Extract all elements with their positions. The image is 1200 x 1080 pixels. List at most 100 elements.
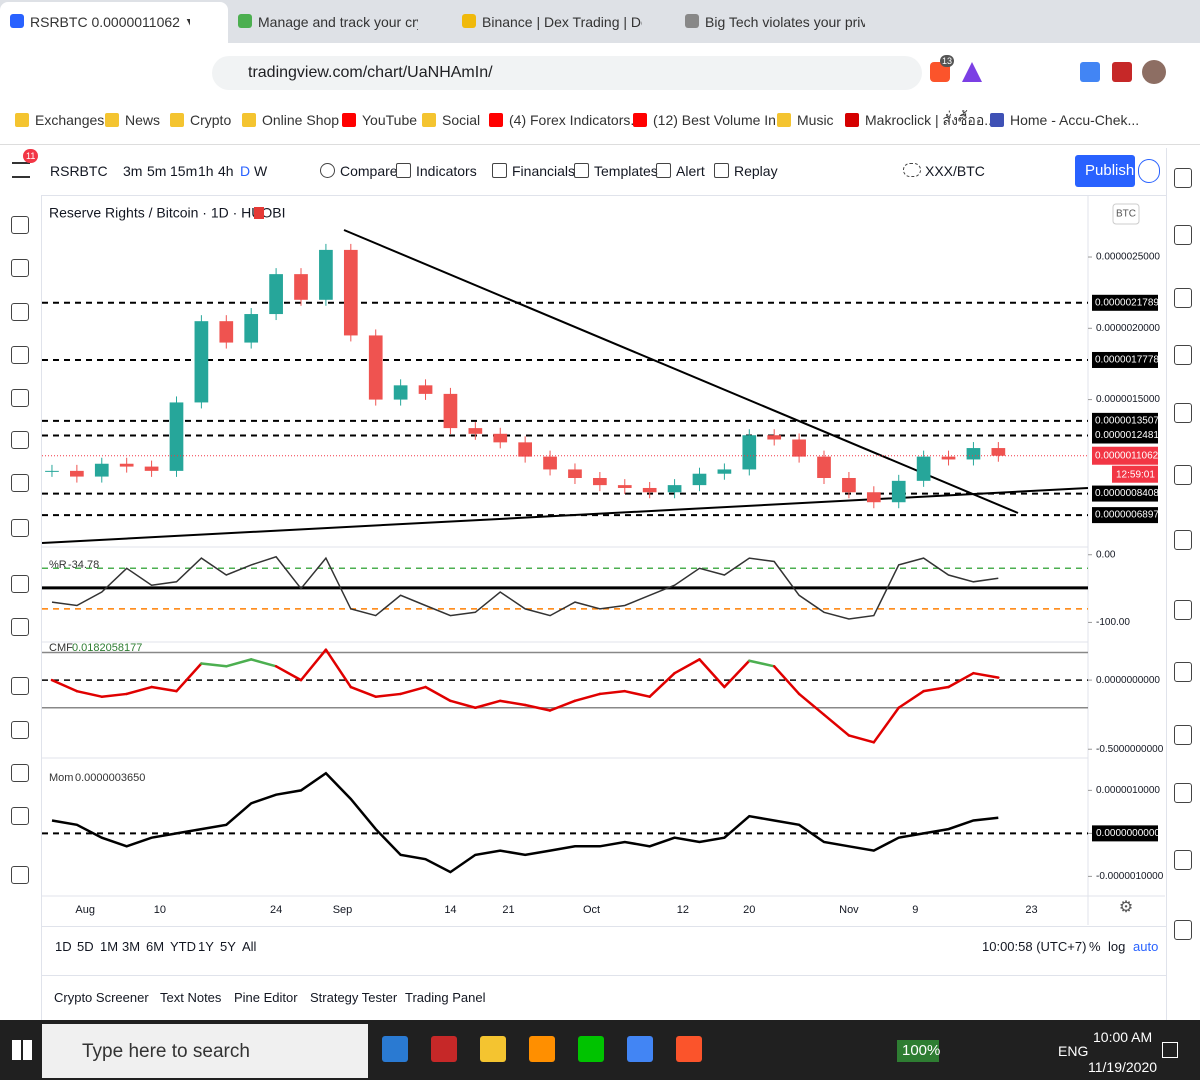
tab-title[interactable]: Manage and track your cryptocurr bbox=[258, 14, 418, 30]
scale-option[interactable]: % bbox=[1089, 939, 1101, 954]
range[interactable]: 5D bbox=[77, 939, 94, 954]
sidebar-icon[interactable] bbox=[1174, 345, 1192, 365]
drawing-tool[interactable] bbox=[11, 431, 29, 449]
drawing-tool[interactable] bbox=[11, 677, 29, 695]
bookmark[interactable]: Music bbox=[797, 112, 834, 128]
candle bbox=[144, 466, 159, 471]
bookmark[interactable]: Exchanges bbox=[35, 112, 105, 128]
menu-icon[interactable] bbox=[12, 162, 30, 178]
scale-option[interactable]: auto bbox=[1133, 939, 1159, 954]
range[interactable]: 1M bbox=[100, 939, 119, 954]
bookmark[interactable]: Social bbox=[442, 112, 481, 128]
drawing-tool[interactable] bbox=[11, 474, 29, 492]
interval[interactable]: 3m bbox=[123, 163, 143, 179]
sidebar-icon[interactable] bbox=[1174, 725, 1192, 745]
toolbar-button[interactable]: Financials bbox=[512, 163, 576, 179]
sidebar-icon[interactable] bbox=[1174, 288, 1192, 308]
panel-tab[interactable]: Strategy Tester bbox=[310, 990, 398, 1005]
drawing-tool[interactable] bbox=[11, 618, 29, 636]
panel-tab[interactable]: Text Notes bbox=[160, 990, 222, 1005]
taskbar-app[interactable] bbox=[382, 1036, 408, 1062]
toolbar-button[interactable]: Alert bbox=[676, 163, 705, 179]
candle bbox=[45, 470, 59, 472]
cmf-segment bbox=[972, 671, 1000, 679]
drawing-tool[interactable] bbox=[11, 764, 29, 782]
sidebar-icon[interactable] bbox=[1174, 168, 1192, 188]
sidebar-icon[interactable] bbox=[1174, 465, 1192, 485]
tab-title[interactable]: RSRBTC 0.0000011062 ▼ −3.3% XX bbox=[30, 14, 190, 30]
taskbar-app[interactable] bbox=[627, 1036, 653, 1062]
scale-option[interactable]: log bbox=[1108, 939, 1126, 954]
drawing-tool[interactable] bbox=[11, 303, 29, 321]
interval[interactable]: 4h bbox=[218, 163, 234, 179]
range[interactable]: 3M bbox=[122, 939, 141, 954]
price-label: 0.0000012481 bbox=[1095, 430, 1159, 441]
drawing-tool[interactable] bbox=[11, 389, 29, 407]
interval[interactable]: 15m bbox=[170, 163, 198, 179]
sidebar-icon[interactable] bbox=[1174, 225, 1192, 245]
search-box[interactable] bbox=[42, 1024, 368, 1078]
interval[interactable]: W bbox=[254, 163, 268, 179]
sidebar-icon[interactable] bbox=[1174, 600, 1192, 620]
bookmark[interactable]: Crypto bbox=[190, 112, 232, 128]
tab-title[interactable]: Binance | Dex Trading | Decentraliz bbox=[482, 14, 642, 30]
interval[interactable]: 5m bbox=[147, 163, 167, 179]
range[interactable]: YTD bbox=[170, 939, 196, 954]
drawing-tool[interactable] bbox=[11, 346, 29, 364]
toolbar-button[interactable]: Replay bbox=[734, 163, 778, 179]
taskbar-app[interactable] bbox=[431, 1036, 457, 1062]
play-button[interactable] bbox=[1138, 159, 1160, 183]
range[interactable]: 1D bbox=[55, 939, 72, 954]
sidebar-icon[interactable] bbox=[1174, 403, 1192, 423]
publish-button[interactable] bbox=[1075, 155, 1135, 187]
bookmark[interactable]: YouTube bbox=[362, 112, 418, 128]
publish[interactable]: Publish bbox=[1085, 162, 1135, 179]
range[interactable]: 1Y bbox=[198, 939, 214, 954]
bookmark[interactable]: News bbox=[125, 112, 161, 128]
toolbar-button[interactable]: Templates bbox=[594, 163, 658, 179]
sidebar-icon[interactable] bbox=[1174, 530, 1192, 550]
sidebar-icon[interactable] bbox=[1174, 662, 1192, 682]
toolbar-button[interactable]: Indicators bbox=[416, 163, 477, 179]
range[interactable]: All bbox=[242, 939, 257, 954]
interval[interactable]: 1h bbox=[198, 163, 214, 179]
sidebar-icon[interactable] bbox=[1174, 783, 1192, 803]
symbol[interactable]: RSRBTC bbox=[50, 163, 108, 179]
settings-icon[interactable]: ⚙ bbox=[1119, 899, 1133, 916]
drawing-tool[interactable] bbox=[11, 721, 29, 739]
bookmark[interactable]: Home - Accu-Chek... bbox=[1010, 112, 1140, 128]
range[interactable]: 5Y bbox=[220, 939, 236, 954]
toolbar-button[interactable]: Compare bbox=[340, 163, 398, 179]
drawing-tool[interactable] bbox=[11, 575, 29, 593]
candle bbox=[418, 385, 433, 394]
panel-tab[interactable]: Pine Editor bbox=[234, 990, 298, 1005]
taskbar-app[interactable] bbox=[529, 1036, 555, 1062]
taskbar-app[interactable] bbox=[676, 1036, 702, 1062]
tab-close bbox=[880, 16, 890, 26]
drawing-tool[interactable] bbox=[11, 259, 29, 277]
bookmark[interactable]: Makroclick | สั่งซื้ออ... bbox=[865, 112, 996, 128]
drawing-tool[interactable] bbox=[11, 866, 29, 884]
cmf-segment bbox=[897, 689, 925, 710]
sidebar-icon[interactable] bbox=[1174, 850, 1192, 870]
bookmark[interactable]: Online Shop bbox=[262, 112, 340, 128]
bookmark[interactable]: (12) Best Volume In... bbox=[653, 112, 788, 128]
sidebar-icon[interactable] bbox=[1174, 920, 1192, 940]
range[interactable]: 6M bbox=[146, 939, 165, 954]
notifications[interactable] bbox=[1162, 1042, 1178, 1058]
taskbar-app[interactable] bbox=[480, 1036, 506, 1062]
candle bbox=[319, 249, 333, 300]
omnibox[interactable] bbox=[212, 56, 922, 90]
tab-title[interactable]: Big Tech violates your privacy. Nov bbox=[705, 14, 865, 30]
cmf-segment bbox=[698, 658, 726, 689]
panel-tab[interactable]: Crypto Screener bbox=[54, 990, 149, 1005]
taskbar-app[interactable] bbox=[578, 1036, 604, 1062]
panel-tab[interactable]: Trading Panel bbox=[405, 990, 486, 1005]
interval[interactable]: D bbox=[240, 163, 251, 179]
drawing-tool[interactable] bbox=[11, 519, 29, 537]
drawing-tool[interactable] bbox=[11, 216, 29, 234]
layout-name[interactable]: XXX/BTC bbox=[925, 163, 985, 179]
start-button[interactable] bbox=[12, 1040, 32, 1060]
drawing-tool[interactable] bbox=[11, 807, 29, 825]
bookmark[interactable]: (4) Forex Indicators... bbox=[509, 112, 643, 128]
